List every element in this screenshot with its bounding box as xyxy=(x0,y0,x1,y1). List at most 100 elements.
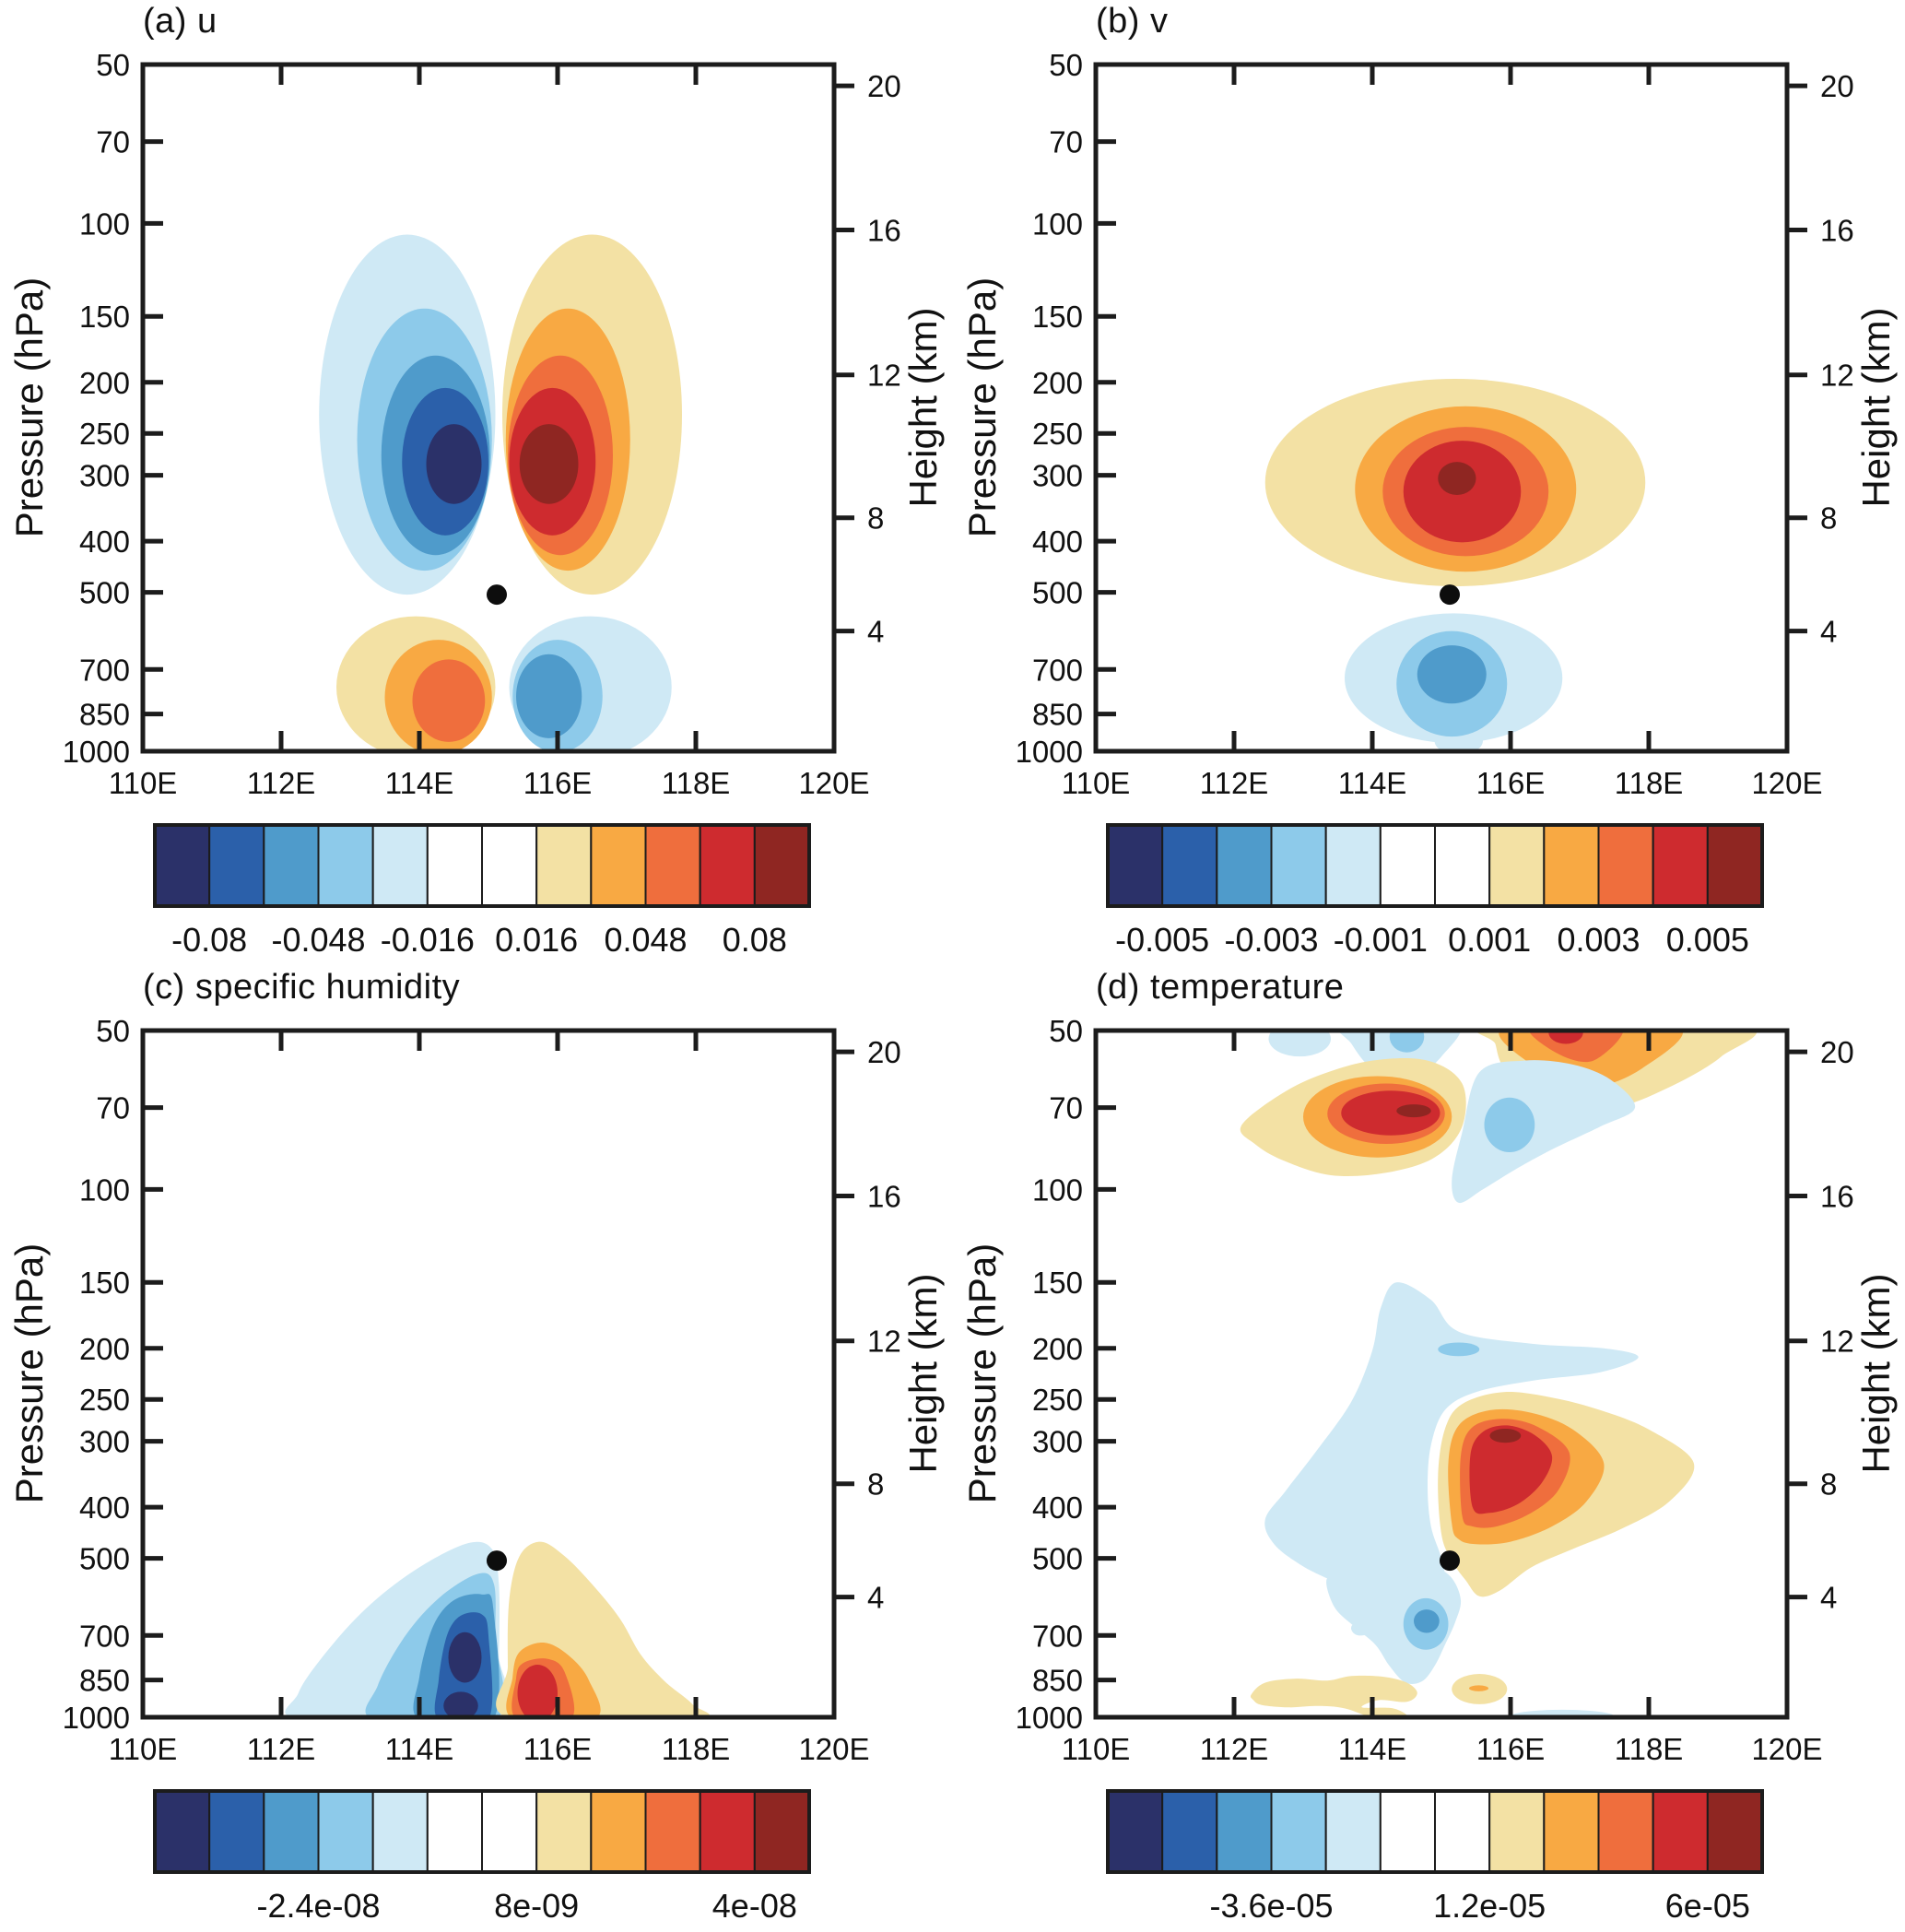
contour-field xyxy=(1240,1031,1758,1717)
colorbar-swatch xyxy=(1488,1790,1546,1873)
colorbar-tick-label: 0.016 xyxy=(495,921,578,959)
height-tick-label: 4 xyxy=(1820,615,1837,649)
contour-fill xyxy=(519,424,579,504)
panel-a-plot: 110E 112E 114E 116E 118E 120E 50 70 100 150 200 250… xyxy=(63,48,901,959)
pressure-tick-label: 150 xyxy=(79,300,130,334)
colorbar-tick-label: 6e-05 xyxy=(1665,1887,1750,1925)
pressure-tick-label: 50 xyxy=(1049,48,1083,82)
colorbar-swatch xyxy=(699,1790,756,1873)
height-tick-label: 12 xyxy=(867,1325,901,1359)
contour-field xyxy=(1264,378,1646,751)
pressure-tick-label: 100 xyxy=(79,206,130,241)
height-tick-label: 20 xyxy=(867,1035,901,1069)
height-tick-label: 20 xyxy=(1820,69,1854,103)
colorbar-swatch xyxy=(1216,824,1273,907)
colorbar-swatch xyxy=(371,1790,429,1873)
contour-fill xyxy=(1250,1675,1417,1717)
contour-fill xyxy=(448,1632,482,1683)
pressure-tick-label: 400 xyxy=(79,524,130,559)
colorbar-tick-label: 0.005 xyxy=(1666,921,1749,959)
pressure-tick-label: 400 xyxy=(1032,524,1083,559)
x-tick-label: 118E xyxy=(1615,1732,1684,1766)
plot-border xyxy=(140,62,837,754)
colorbar-swatch xyxy=(753,1790,810,1873)
x-tick-label: 120E xyxy=(798,766,869,800)
height-tick-label: 20 xyxy=(1820,1035,1854,1069)
colorbar-tick-label: 0.003 xyxy=(1557,921,1640,959)
colorbar-frame xyxy=(1106,823,1764,908)
panel-c: (c) specific humidity Pressure (hPa) Hei… xyxy=(0,966,952,1932)
contour-fill xyxy=(1337,1031,1462,1080)
height-tick-label: 12 xyxy=(1820,1325,1854,1359)
colorbar: -2.4e-08 8e-09 4e-08 xyxy=(153,1789,811,1925)
pressure-tick-label: 200 xyxy=(1032,1332,1083,1366)
colorbar-swatch xyxy=(1597,1790,1654,1873)
x-tick-label: 116E xyxy=(1476,766,1546,800)
colorbar-swatch xyxy=(1597,824,1654,907)
pressure-tick-label: 500 xyxy=(1032,1542,1083,1576)
pressure-tick-label: 700 xyxy=(1032,653,1083,687)
panel-b: (b) v Pressure (hPa) Height (km) 110E 112… xyxy=(953,0,1905,966)
colorbar-swatch xyxy=(644,1790,701,1873)
pressure-tick-label: 50 xyxy=(1049,1014,1083,1048)
x-tick-label: 120E xyxy=(1751,766,1822,800)
contour-fill xyxy=(1484,1097,1535,1152)
pressure-tick-label: 850 xyxy=(79,698,130,732)
pressure-tick-label: 500 xyxy=(79,576,130,610)
panel-d-plot: 110E 112E 114E 116E 118E 120E 50 70 100 150 200 250… xyxy=(1016,1014,1854,1925)
pressure-tick-label: 200 xyxy=(1032,366,1083,400)
contour-fill xyxy=(1438,462,1476,496)
height-tick-label: 16 xyxy=(867,214,901,248)
height-tick-label: 8 xyxy=(1820,501,1837,536)
height-tick-label: 8 xyxy=(1820,1467,1837,1502)
panel-d: (d) temperature Pressure (hPa) Height (k… xyxy=(953,966,1905,1932)
pressure-tick-label: 850 xyxy=(79,1664,130,1698)
colorbar-swatch xyxy=(1488,824,1546,907)
pressure-tick-label: 250 xyxy=(79,1383,130,1417)
x-tick-label: 112E xyxy=(247,1732,316,1766)
colorbar-swatch xyxy=(154,824,211,907)
colorbar-swatch xyxy=(535,1790,593,1873)
pressure-tick-label: 700 xyxy=(79,1619,130,1653)
colorbar-tick-label: -0.016 xyxy=(381,921,475,959)
colorbar-swatch xyxy=(1379,1790,1437,1873)
colorbar-swatch xyxy=(317,1790,374,1873)
height-tick-label: 12 xyxy=(1820,359,1854,393)
plot-border xyxy=(140,1028,837,1720)
center-marker-dot xyxy=(1440,1550,1460,1572)
pressure-tick-label: 1000 xyxy=(63,735,130,769)
pressure-tick-label: 250 xyxy=(1032,417,1083,451)
colorbar: -0.005 -0.003 -0.001 0.001 0.003 0.005 xyxy=(1106,823,1764,959)
pressure-tick-label: 1000 xyxy=(63,1701,130,1735)
panel-c-plot: 110E 112E 114E 116E 118E 120E 50 70 100 150 200 250… xyxy=(63,1014,901,1925)
colorbar-tick-label: -2.4e-08 xyxy=(256,1887,380,1925)
colorbar-swatch xyxy=(1706,824,1763,907)
colorbar-swatch xyxy=(535,824,593,907)
pressure-tick-label: 100 xyxy=(1032,1172,1083,1207)
center-marker-dot xyxy=(487,584,507,606)
colorbar-tick-label: -0.005 xyxy=(1115,921,1209,959)
height-tick-label: 16 xyxy=(1820,214,1854,248)
contour-fill xyxy=(1389,1031,1425,1053)
x-tick-label: 118E xyxy=(662,766,731,800)
pressure-tick-label: 200 xyxy=(79,1332,130,1366)
colorbar-swatch xyxy=(1543,1790,1600,1873)
colorbar: -0.08 -0.048 -0.016 0.016 0.048 0.08 xyxy=(153,823,811,959)
colorbar-tick-label: -0.001 xyxy=(1334,921,1428,959)
pressure-tick-label: 850 xyxy=(1032,1664,1083,1698)
x-tick-label: 116E xyxy=(1476,1732,1546,1766)
x-tick-label: 112E xyxy=(247,766,316,800)
colorbar-swatch xyxy=(208,824,265,907)
axis-ticks xyxy=(1096,65,1807,751)
colorbar-swatch xyxy=(154,1790,211,1873)
height-tick-label: 16 xyxy=(867,1180,901,1214)
colorbar-swatch xyxy=(1434,1790,1491,1873)
x-tick-label: 118E xyxy=(1615,766,1684,800)
plot-border xyxy=(1093,62,1790,754)
panel-c-title: (c) specific humidity xyxy=(143,968,461,1007)
colorbar-tick-label: 0.048 xyxy=(604,921,687,959)
contour-fill xyxy=(1452,1060,1636,1204)
pressure-tick-label: 500 xyxy=(1032,576,1083,610)
x-tick-label: 110E xyxy=(109,766,178,800)
colorbar-swatch xyxy=(1324,824,1382,907)
